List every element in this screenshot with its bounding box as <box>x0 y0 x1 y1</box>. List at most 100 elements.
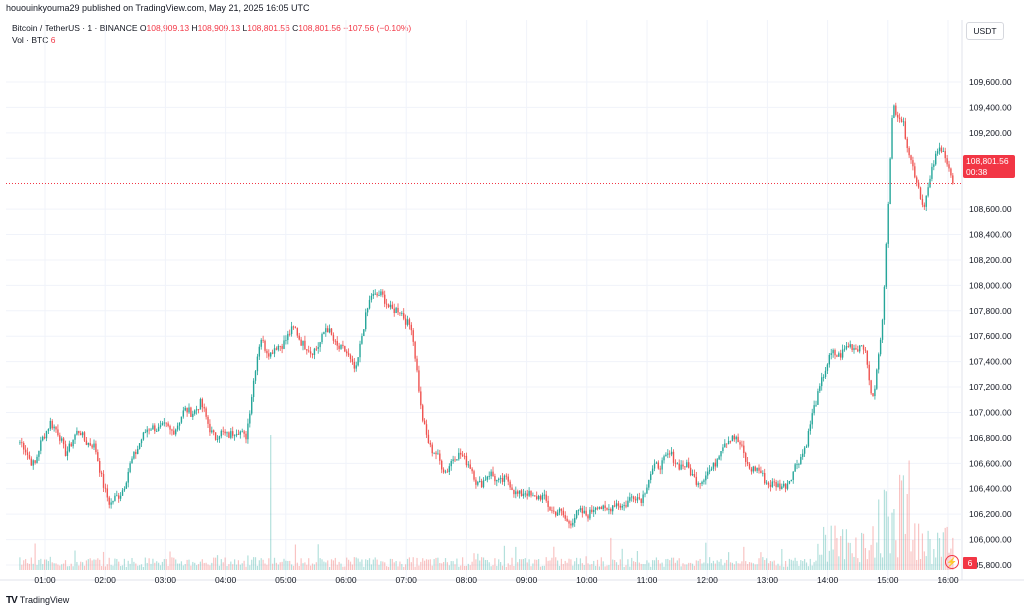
volume-bar <box>34 543 36 570</box>
volume-bar <box>256 565 259 570</box>
candle-body <box>30 458 33 466</box>
volume-bar <box>832 549 834 570</box>
volume-bar <box>28 563 31 570</box>
volume-bar <box>152 558 154 570</box>
candle-body <box>680 464 682 470</box>
candle-body <box>247 423 249 440</box>
candle-body <box>718 456 720 460</box>
candle-body <box>663 456 665 461</box>
volume-bar <box>40 558 42 570</box>
candle-body <box>655 462 658 464</box>
volume-bar <box>355 557 357 570</box>
volume-bar <box>587 563 589 570</box>
volume-bar <box>568 558 570 570</box>
symbol-name[interactable]: Bitcoin / TetherUS · 1 · BINANCE <box>12 23 138 33</box>
candle-body <box>917 182 920 188</box>
candle-body <box>935 153 937 165</box>
candle-body <box>43 436 46 439</box>
volume-bar <box>885 491 887 570</box>
candle-body <box>254 371 257 381</box>
candle-body <box>786 483 789 489</box>
candle-body <box>55 426 57 430</box>
candle-body <box>108 497 110 505</box>
candle-body <box>114 495 116 501</box>
candle-body <box>598 507 601 509</box>
candle-body <box>112 500 114 503</box>
candle-body <box>524 493 527 495</box>
volume-bar <box>912 539 914 570</box>
candle-body <box>26 452 29 456</box>
candle-body <box>209 423 211 433</box>
volume-bar <box>424 560 426 570</box>
volume-bar <box>536 559 538 570</box>
candle-body <box>783 483 785 487</box>
volume-bar <box>273 557 276 570</box>
candle-body <box>585 510 587 516</box>
volume-bar <box>766 558 768 570</box>
candle-body <box>904 121 907 139</box>
x-tick-label: 06:00 <box>335 575 357 585</box>
volume-bar <box>422 558 424 570</box>
volume-bar <box>880 553 882 570</box>
candle-body <box>693 474 696 477</box>
volume-bar <box>340 563 342 570</box>
volume-bar <box>228 564 230 570</box>
volume-bar <box>38 559 40 570</box>
volume-bar <box>315 562 317 570</box>
candle-body <box>754 466 756 471</box>
candle-body <box>722 447 724 452</box>
candle-body <box>653 463 656 469</box>
candle-body <box>473 471 475 480</box>
candle-body <box>262 339 264 341</box>
candle-body <box>412 330 414 342</box>
volume-bar <box>762 557 764 570</box>
candle-body <box>593 509 595 512</box>
candle-body <box>665 454 667 457</box>
candle-body <box>180 416 183 423</box>
candle-body <box>691 474 694 476</box>
currency-button[interactable]: USDT <box>966 22 1004 40</box>
candle-body <box>830 353 832 355</box>
volume-bar <box>298 565 300 570</box>
candle-body <box>756 467 758 471</box>
candle-body <box>427 434 430 444</box>
candle-body <box>266 350 268 354</box>
volume-bar <box>558 565 561 570</box>
candle-body <box>475 479 477 485</box>
volume-bar <box>606 565 608 570</box>
candle-body <box>727 440 730 445</box>
candle-body <box>121 490 124 496</box>
volume-bar <box>437 557 439 570</box>
candle-body <box>952 175 954 184</box>
volume-bar <box>899 474 901 570</box>
volume-bar <box>729 562 732 570</box>
candle-body <box>328 328 331 333</box>
candle-body <box>355 365 357 369</box>
candle-body <box>758 467 760 471</box>
volume-bar <box>83 565 86 570</box>
close-label: C <box>292 23 299 33</box>
volume-label[interactable]: Vol · BTC <box>12 35 49 45</box>
candle-body <box>492 471 494 477</box>
candle-body <box>72 439 74 447</box>
volume-bar <box>279 562 281 570</box>
volume-bar <box>139 565 141 570</box>
volume-bar <box>642 563 644 570</box>
lightning-icon[interactable]: ⚡ <box>945 555 959 569</box>
tradingview-logo[interactable]: TV TradingView <box>6 595 69 606</box>
volume-bar <box>277 564 279 570</box>
candle-body <box>450 461 452 467</box>
volume-bar <box>878 499 880 570</box>
volume-bar <box>406 558 409 570</box>
candle-body <box>80 433 82 436</box>
volume-bar <box>720 558 722 570</box>
volume-bar <box>600 557 602 570</box>
volume-bar <box>194 562 196 570</box>
x-tick-label: 10:00 <box>576 575 598 585</box>
candle-body <box>729 440 732 442</box>
volume-bar <box>754 564 756 570</box>
candle-body <box>150 429 152 431</box>
volume-bar <box>786 566 789 570</box>
candle-body <box>70 443 72 447</box>
